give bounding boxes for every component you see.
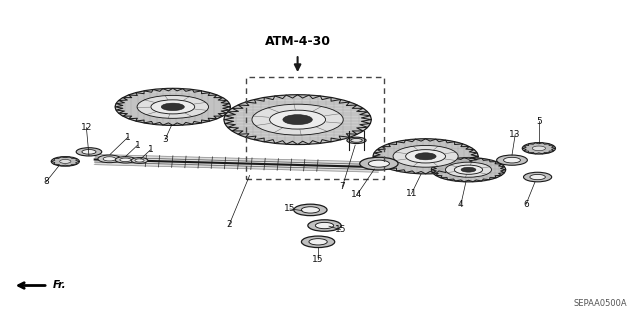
- Ellipse shape: [530, 174, 545, 180]
- Ellipse shape: [461, 167, 476, 172]
- Ellipse shape: [115, 157, 136, 163]
- Ellipse shape: [301, 236, 335, 248]
- Ellipse shape: [76, 148, 102, 156]
- Ellipse shape: [415, 153, 436, 160]
- Text: ATM-4-30: ATM-4-30: [264, 35, 331, 48]
- Ellipse shape: [373, 139, 478, 174]
- Ellipse shape: [294, 204, 327, 216]
- Ellipse shape: [454, 165, 483, 174]
- Text: 15: 15: [312, 255, 324, 263]
- Ellipse shape: [269, 110, 326, 129]
- Text: 3: 3: [163, 135, 168, 144]
- Text: 1: 1: [135, 141, 140, 150]
- Ellipse shape: [151, 100, 195, 114]
- Text: 5: 5: [536, 117, 541, 126]
- Ellipse shape: [351, 138, 362, 142]
- Text: Fr.: Fr.: [52, 279, 66, 290]
- Ellipse shape: [360, 157, 398, 170]
- Ellipse shape: [51, 157, 79, 166]
- Text: SEPAA0500A: SEPAA0500A: [573, 299, 627, 308]
- Ellipse shape: [135, 159, 144, 162]
- Text: 7: 7: [340, 182, 345, 191]
- Ellipse shape: [369, 160, 389, 167]
- Ellipse shape: [224, 95, 371, 145]
- Ellipse shape: [445, 162, 492, 177]
- Ellipse shape: [161, 103, 184, 111]
- Text: 14: 14: [351, 190, 363, 199]
- Ellipse shape: [524, 172, 552, 182]
- Text: 2: 2: [227, 220, 232, 229]
- Text: 1: 1: [148, 145, 153, 154]
- Ellipse shape: [532, 146, 545, 151]
- Ellipse shape: [60, 160, 71, 163]
- Text: 12: 12: [81, 123, 92, 132]
- Ellipse shape: [393, 145, 458, 167]
- Ellipse shape: [120, 158, 131, 161]
- Ellipse shape: [308, 220, 341, 231]
- Ellipse shape: [504, 157, 520, 163]
- Text: 4: 4: [458, 200, 463, 209]
- Ellipse shape: [131, 158, 148, 163]
- Ellipse shape: [431, 158, 506, 182]
- Ellipse shape: [283, 115, 312, 125]
- Ellipse shape: [316, 222, 333, 229]
- Ellipse shape: [347, 137, 366, 144]
- Ellipse shape: [103, 157, 116, 161]
- Ellipse shape: [115, 88, 230, 125]
- Text: 15: 15: [284, 204, 296, 213]
- Ellipse shape: [82, 150, 96, 154]
- Ellipse shape: [301, 207, 319, 213]
- Ellipse shape: [252, 104, 343, 135]
- Text: 11: 11: [406, 189, 417, 198]
- Text: 6: 6: [524, 200, 529, 209]
- Text: 15: 15: [335, 225, 346, 234]
- Ellipse shape: [522, 143, 556, 154]
- Ellipse shape: [497, 155, 527, 165]
- Ellipse shape: [98, 155, 121, 163]
- Text: 8: 8: [44, 177, 49, 186]
- Text: 1: 1: [125, 133, 131, 142]
- Ellipse shape: [406, 150, 445, 163]
- Ellipse shape: [309, 239, 327, 245]
- Ellipse shape: [137, 95, 209, 118]
- Text: 13: 13: [509, 130, 521, 139]
